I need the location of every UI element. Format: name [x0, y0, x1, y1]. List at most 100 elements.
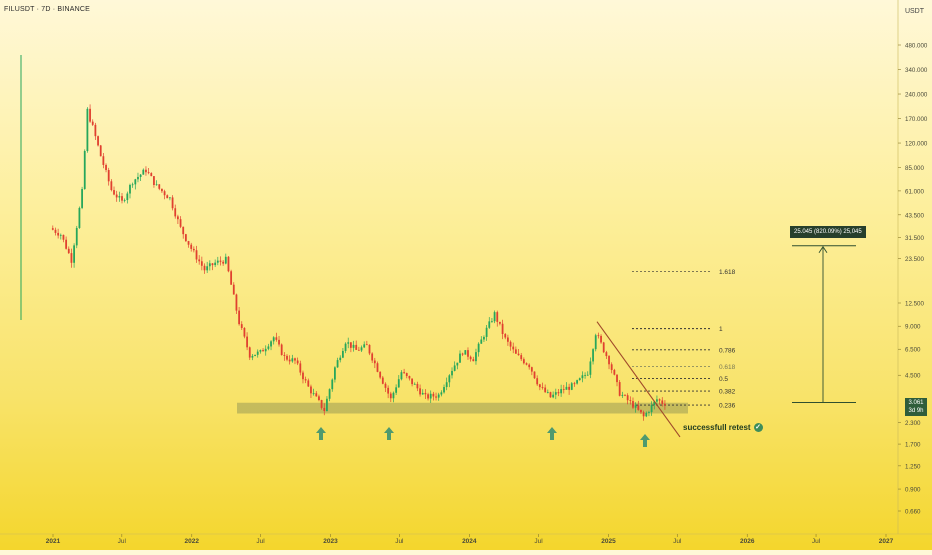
candle-body [381, 377, 384, 384]
current-price-tag: 3.061 3d 9h [905, 398, 927, 416]
y-tick-label: 61.000 [905, 188, 924, 195]
candle-body [216, 260, 219, 263]
price-scale-currency[interactable]: USDT [904, 8, 924, 15]
candle-body [73, 245, 76, 263]
candle-body [118, 196, 121, 198]
candle-body [664, 403, 666, 406]
candle-body [432, 393, 435, 397]
candle-body [562, 389, 565, 390]
candle-body [501, 323, 504, 335]
candle-body [373, 360, 376, 364]
candle-body [176, 216, 179, 220]
candle-body [200, 261, 203, 266]
candle-body [75, 227, 78, 246]
candle-body [211, 263, 214, 266]
candle-body [331, 379, 334, 390]
candle-body [270, 341, 272, 347]
candle-body [294, 358, 296, 361]
candle-body [214, 262, 217, 266]
candle-body [632, 401, 634, 408]
candle-body [621, 394, 624, 396]
candle-body [195, 250, 198, 260]
y-tick-label: 170.000 [905, 116, 928, 123]
candle-body [520, 355, 523, 360]
y-tick-label: 480.000 [905, 43, 928, 50]
candle-body [557, 392, 560, 394]
candle-body [357, 349, 360, 351]
y-tick-label: 12.500 [905, 300, 924, 307]
retest-up-arrow-icon [640, 434, 650, 447]
candle-body [376, 363, 379, 372]
current-price-value: 3.061 [908, 400, 924, 406]
candle-body [637, 405, 640, 410]
candle-body [565, 386, 568, 390]
x-tick-label: Jul [118, 538, 127, 545]
retest-annotation: successfull retest ✓ [683, 423, 763, 432]
candle-body [608, 356, 610, 365]
candle-body [91, 121, 94, 125]
candle-body [541, 387, 544, 388]
candle-body [384, 383, 387, 388]
candle-body [395, 387, 398, 393]
candle-body [573, 383, 576, 385]
y-tick-label: 43.500 [905, 212, 924, 219]
candle-body [275, 337, 278, 340]
candle-body [352, 344, 355, 348]
candle-body [246, 336, 248, 348]
candle-body [533, 371, 536, 379]
x-tick-label: 2025 [601, 538, 616, 545]
candle-body [179, 219, 182, 227]
x-tick-label: 2022 [185, 538, 200, 545]
candle-body [134, 179, 137, 185]
candle-body [429, 393, 432, 399]
candle-body [291, 358, 294, 362]
candle-body [365, 344, 368, 346]
candle-body [413, 383, 416, 385]
y-tick-label: 4.500 [905, 373, 921, 380]
y-tick-label: 31.500 [905, 235, 924, 242]
candle-body [560, 389, 563, 394]
candle-body [546, 392, 549, 393]
candle-body [421, 392, 424, 395]
fib-level-label: 0.786 [719, 347, 736, 354]
candle-body [219, 260, 222, 262]
candle-body [262, 350, 264, 352]
symbol-title[interactable]: FILUSDT · 7D · BINANCE [4, 6, 90, 13]
candle-body [528, 364, 531, 368]
candle-body [576, 380, 578, 384]
candle-body [360, 347, 363, 351]
candle-body [658, 399, 661, 401]
candle-body [67, 248, 70, 254]
candle-body [514, 349, 517, 354]
candle-body [94, 124, 97, 137]
candle-body [485, 327, 488, 337]
candle-body [121, 196, 123, 201]
candle-body [307, 380, 310, 387]
candle-body [522, 359, 525, 364]
candle-body [182, 226, 185, 235]
candle-body [278, 339, 280, 345]
candle-body [235, 294, 238, 311]
candle-body [493, 312, 496, 322]
candle-body [339, 357, 342, 361]
candle-body [227, 256, 230, 272]
support-zone [237, 402, 688, 414]
descending-trendline [596, 321, 681, 438]
candle-body [192, 248, 195, 251]
candle-body [443, 387, 445, 393]
candle-body [461, 353, 464, 355]
candle-body [115, 194, 118, 198]
candle-body [341, 350, 344, 358]
x-tick-label: Jul [256, 538, 265, 545]
candle-body [280, 344, 283, 355]
candle-body [161, 188, 163, 192]
candle-body [411, 378, 413, 385]
candle-body [568, 386, 571, 390]
candle-body [102, 156, 105, 165]
candle-body [499, 321, 501, 324]
candle-body [616, 374, 618, 383]
candle-body [137, 176, 139, 180]
measure-label: 25.045 (820.09%) 25,045 [790, 226, 866, 238]
